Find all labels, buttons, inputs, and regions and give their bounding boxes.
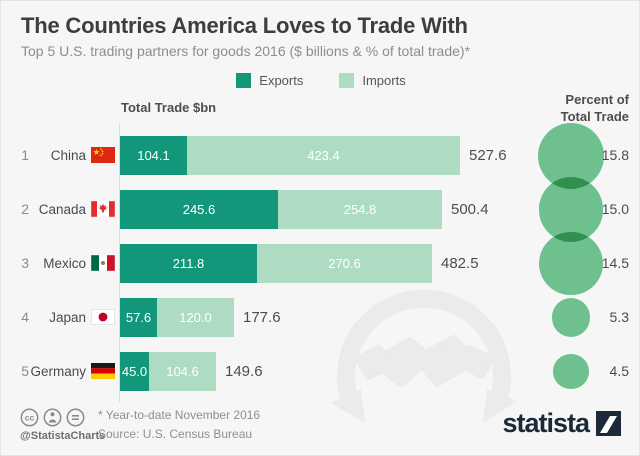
de-flag-icon — [91, 363, 115, 379]
trade-bar: 57.6 120.0 — [120, 298, 234, 337]
exports-segment: 45.0 — [120, 352, 149, 391]
legend: Exports Imports — [1, 73, 639, 88]
page-subtitle: Top 5 U.S. trading partners for goods 20… — [21, 43, 471, 59]
footnote: * Year-to-date November 2016 — [98, 408, 261, 422]
percent-label: 5.3 — [609, 309, 629, 325]
table-row: 5 Germany 45.0 104.6 149.6 4.5 — [1, 352, 639, 391]
axis-baseline — [119, 123, 120, 402]
rank-label: 5 — [21, 363, 29, 379]
legend-item-exports: Exports — [236, 73, 303, 88]
imports-swatch — [339, 73, 355, 88]
percent-label: 4.5 — [609, 363, 629, 379]
statista-logo: statista — [502, 408, 621, 439]
exports-label: Exports — [259, 73, 304, 88]
country-label: China — [50, 148, 86, 163]
source-line: Source: U.S. Census Bureau — [98, 427, 253, 441]
rank-label: 1 — [21, 147, 29, 163]
percent-label: 15.0 — [601, 201, 629, 217]
total-trade-label: 527.6 — [469, 147, 507, 164]
percent-label: 15.8 — [601, 147, 629, 163]
imports-segment: 104.6 — [149, 352, 216, 391]
percent-label: 14.5 — [601, 255, 629, 271]
total-trade-label: 149.6 — [225, 363, 263, 380]
mx-flag-icon — [90, 254, 116, 272]
rank-label: 4 — [21, 309, 29, 325]
jp-flag-icon — [90, 308, 116, 326]
percent-circle — [551, 298, 591, 337]
total-trade-label: 482.5 — [441, 255, 479, 272]
legend-item-imports: Imports — [339, 73, 406, 88]
total-trade-label: 177.6 — [243, 309, 281, 326]
imports-label: Imports — [362, 73, 406, 88]
statista-charts-handle: @StatistaCharts — [20, 430, 106, 442]
percent-circle — [553, 353, 589, 390]
country-label: Mexico — [43, 256, 86, 271]
imports-segment: 254.8 — [278, 190, 442, 229]
trade-bar: 245.6 254.8 — [120, 190, 442, 229]
total-trade-label: 500.4 — [451, 201, 489, 218]
exports-segment: 57.6 — [120, 298, 157, 337]
svg-text:cc: cc — [25, 413, 35, 423]
exports-segment: 245.6 — [120, 190, 278, 229]
imports-segment: 120.0 — [157, 298, 234, 337]
percent-column-header: Percent of Total Trade — [560, 92, 629, 124]
equal-icon — [66, 408, 85, 427]
imports-segment: 270.6 — [257, 244, 432, 283]
page-title: The Countries America Loves to Trade Wit… — [21, 13, 468, 38]
total-trade-column-header: Total Trade $bn — [121, 100, 217, 115]
country-label: Japan — [49, 310, 86, 325]
rank-label: 2 — [21, 201, 29, 217]
statista-logo-mark-icon — [596, 411, 621, 436]
percent-circle — [538, 177, 604, 242]
percent-circle — [539, 231, 603, 296]
imports-segment: 423.4 — [187, 136, 460, 175]
exports-segment: 211.8 — [120, 244, 257, 283]
ca-flag-icon — [90, 200, 116, 218]
handshake-watermark-icon — [331, 289, 517, 423]
statista-wordmark: statista — [502, 408, 590, 438]
table-row: 1 China 104.1 423.4 527.6 15.8 — [1, 122, 639, 189]
rank-label: 3 — [21, 255, 29, 271]
table-row: 3 Mexico 211.8 270.6 482.5 14.5 — [1, 231, 639, 296]
country-label: Germany — [30, 364, 86, 379]
trade-bar: 104.1 423.4 — [120, 136, 460, 175]
trade-bar: 211.8 270.6 — [120, 244, 432, 283]
country-label: Canada — [38, 202, 86, 217]
trade-bar: 45.0 104.6 — [120, 352, 216, 391]
cc-icon: cc — [20, 408, 39, 427]
license-icons: cc — [20, 408, 85, 427]
table-row: 2 Canada 245.6 254.8 500.4 15.0 — [1, 177, 639, 242]
attribution-icon — [43, 408, 62, 427]
table-row: 4 Japan 57.6 120.0 177.6 5.3 — [1, 298, 639, 337]
exports-swatch — [236, 73, 252, 88]
exports-segment: 104.1 — [120, 136, 187, 175]
cn-flag-icon — [91, 147, 115, 163]
